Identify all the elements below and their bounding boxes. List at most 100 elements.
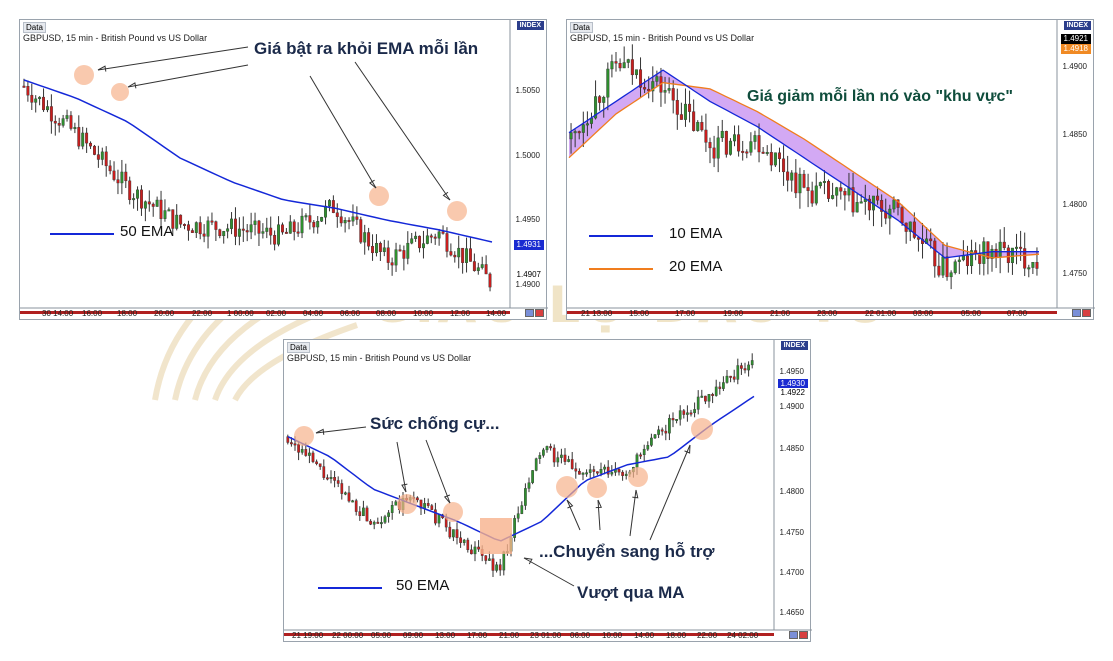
annotation-arrow	[566, 499, 581, 531]
index-tag: INDEX	[1063, 21, 1091, 30]
candle	[839, 187, 843, 192]
candle	[455, 529, 459, 538]
x-tick: 07:00	[1007, 309, 1028, 318]
candle	[304, 449, 308, 456]
candle	[245, 230, 249, 233]
chart-close-button[interactable]	[799, 631, 808, 639]
chart-close-button[interactable]	[535, 309, 544, 317]
candle	[470, 549, 473, 555]
price-tag-ema20: 1.4918	[1060, 44, 1091, 54]
x-tick: 06:00	[340, 309, 361, 318]
cross-highlight	[480, 518, 512, 554]
candle	[810, 190, 814, 204]
y-tick: 1.4900	[1062, 62, 1087, 71]
candle	[257, 220, 261, 234]
candle	[376, 521, 380, 524]
candle	[466, 539, 470, 551]
y-tick: 1.4650	[779, 608, 804, 617]
candle	[38, 96, 42, 100]
candle	[867, 198, 871, 211]
candle	[351, 500, 354, 503]
candle	[297, 444, 300, 453]
candle	[729, 375, 732, 378]
x-tick: 21:00	[770, 309, 791, 318]
candle	[937, 265, 941, 276]
candle	[484, 555, 488, 561]
annotation-resistance: Sức chống cự...	[370, 414, 500, 433]
series-50ema	[23, 79, 493, 243]
candle	[387, 512, 390, 517]
chart-panel-2[interactable]: Data GBPUSD, 15 min - British Pound vs U…	[566, 19, 1095, 320]
candle	[957, 259, 961, 262]
candle	[480, 264, 484, 268]
candle	[187, 224, 190, 231]
candle	[359, 219, 363, 243]
touch-highlight	[369, 186, 389, 206]
candle	[449, 251, 453, 256]
candle	[578, 470, 581, 475]
candle	[488, 558, 491, 561]
chart-close-button[interactable]	[1082, 309, 1091, 317]
candle	[292, 221, 296, 233]
candle	[736, 365, 740, 380]
candle	[700, 122, 704, 131]
candle	[498, 564, 502, 571]
candle	[986, 241, 990, 259]
annotation-arrow	[97, 46, 249, 71]
candle	[333, 477, 336, 481]
candle	[422, 243, 425, 249]
annotation-arrow-head	[315, 428, 325, 435]
candle	[462, 539, 466, 543]
data-tag: Data	[23, 22, 46, 33]
candle	[128, 180, 132, 200]
legend-label-50ema: 50 EMA	[396, 577, 450, 594]
x-tick: 14:00	[634, 631, 655, 640]
candle	[588, 469, 592, 473]
candle	[46, 106, 49, 111]
candle	[65, 115, 69, 119]
x-tick: 05:00	[371, 631, 392, 640]
candle	[308, 215, 312, 223]
candle	[998, 241, 1002, 258]
candle	[132, 198, 136, 201]
candle	[49, 106, 53, 122]
candle	[369, 520, 372, 525]
candle	[140, 189, 143, 209]
candle	[549, 446, 552, 449]
chart-panel-3[interactable]: Data GBPUSD, 15 min - British Pound vs U…	[283, 339, 812, 642]
touch-highlight	[628, 467, 648, 487]
candle	[430, 505, 434, 510]
x-tick: 23:00	[817, 309, 838, 318]
candle	[406, 242, 410, 259]
legend-line-50ema	[318, 587, 382, 589]
candle	[324, 205, 327, 218]
candle	[96, 154, 100, 160]
candle	[814, 185, 818, 204]
candle	[269, 227, 273, 236]
chart-nav-button[interactable]	[525, 309, 534, 317]
candle	[441, 231, 445, 234]
touch-highlight	[111, 83, 129, 101]
candle	[53, 120, 57, 124]
candle	[22, 85, 26, 88]
candle	[876, 195, 880, 201]
candle	[190, 230, 194, 233]
candle	[626, 59, 630, 63]
candle	[961, 255, 965, 261]
candle	[502, 551, 506, 571]
x-tick: 21 13:00	[581, 309, 613, 318]
candle	[351, 216, 355, 222]
annotation-arrow	[649, 444, 691, 541]
candle	[426, 503, 430, 506]
candle	[344, 492, 347, 495]
candle	[753, 135, 757, 142]
chart-nav-button[interactable]	[789, 631, 798, 639]
candle	[675, 419, 678, 421]
chart-nav-button[interactable]	[1072, 309, 1081, 317]
candle	[89, 142, 92, 147]
chart-canvas-2	[567, 20, 1095, 314]
candle	[445, 233, 449, 252]
candle	[728, 140, 732, 155]
chart-panel-1[interactable]: Data GBPUSD, 15 min - British Pound vs U…	[19, 19, 548, 320]
legend-line-50ema	[50, 233, 114, 235]
